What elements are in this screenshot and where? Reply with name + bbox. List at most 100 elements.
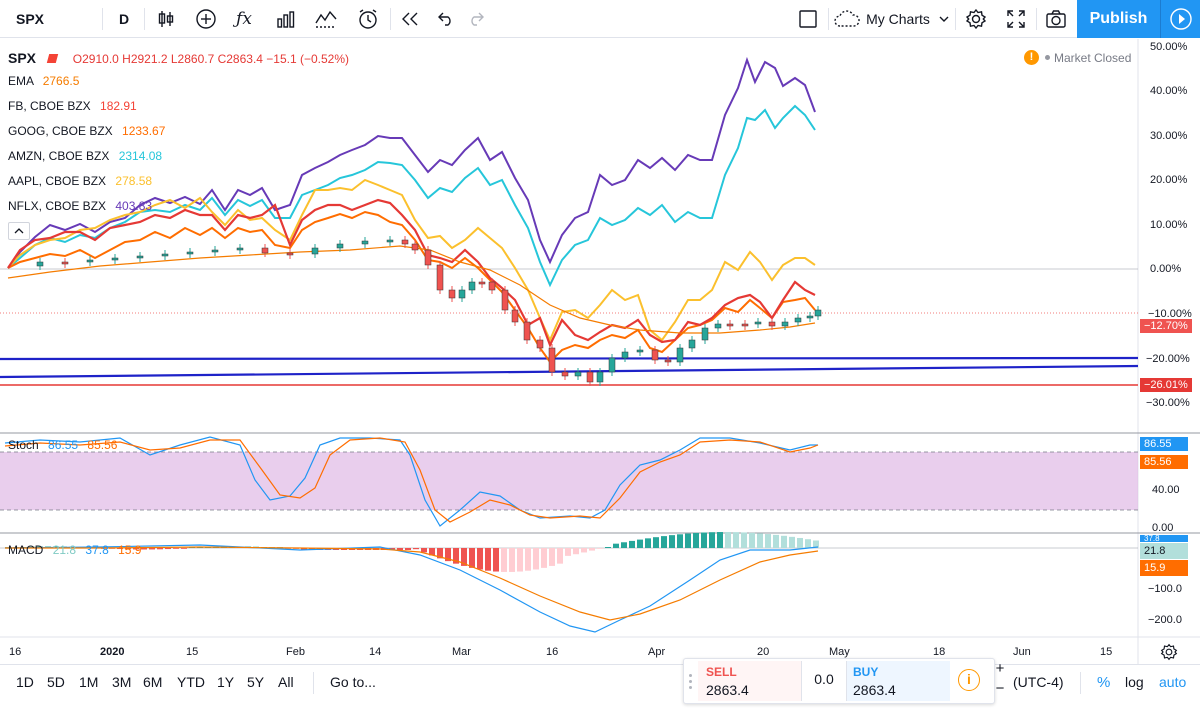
- chevron-up-icon: [14, 228, 24, 234]
- legend-amzn[interactable]: AMZN, CBOE BZX 2314.08: [8, 149, 162, 163]
- price-tick: 0.00%: [1150, 263, 1182, 275]
- my-charts-label: My Charts: [866, 11, 930, 27]
- legend-fb[interactable]: FB, CBOE BZX 182.91: [8, 99, 137, 113]
- range-1m[interactable]: 1M: [79, 674, 99, 690]
- candle: [286, 252, 294, 256]
- alert-icon[interactable]: [352, 0, 384, 38]
- my-charts-menu[interactable]: My Charts: [832, 0, 952, 38]
- flag-icon[interactable]: [46, 54, 59, 63]
- replay-icon[interactable]: [395, 0, 425, 38]
- info-icon[interactable]: i: [958, 669, 980, 691]
- percent-toggle[interactable]: %: [1097, 674, 1111, 691]
- macd-histogram-bar: [629, 540, 635, 548]
- current-price-badge: −12.70%: [1140, 319, 1192, 333]
- time-tick: Mar: [452, 646, 471, 658]
- candle: [478, 281, 486, 285]
- interval-button[interactable]: D: [110, 0, 138, 38]
- layout-icon[interactable]: [792, 0, 824, 38]
- range-1d[interactable]: 1D: [16, 674, 34, 690]
- candle: [161, 253, 169, 257]
- legend-aapl[interactable]: AAPL, CBOE BZX 278.58: [8, 174, 152, 188]
- time-tick: Feb: [286, 646, 305, 658]
- chevron-down-icon: [939, 16, 949, 22]
- buy-button[interactable]: BUY 2863.4: [846, 661, 950, 701]
- macd-histogram-bar: [525, 548, 531, 571]
- macd-histogram-bar: [453, 548, 459, 564]
- legend-goog[interactable]: GOOG, CBOE BZX 1233.67: [8, 124, 165, 138]
- symbol-label: SPX: [15, 11, 44, 27]
- stoch-k-badge: 86.55: [1140, 437, 1188, 451]
- legend-fb-value: 182.91: [100, 99, 137, 113]
- macd-histogram-bar: [493, 548, 499, 572]
- legend-amzn-value: 2314.08: [118, 149, 163, 163]
- settings-icon[interactable]: [960, 0, 992, 38]
- legend-macd-label: MACD: [8, 543, 44, 557]
- sell-button[interactable]: SELL 2863.4: [698, 661, 802, 701]
- time-tick: 16: [546, 646, 559, 658]
- time-tick: Jun: [1013, 646, 1031, 658]
- macd-histogram-bar: [749, 532, 755, 548]
- macd-histogram-bar: [149, 548, 155, 550]
- macd-histogram-bar: [437, 548, 443, 559]
- zoom-out-button[interactable]: −: [995, 680, 1005, 697]
- legend-nflx-label: NFLX, CBOE BZX: [8, 199, 107, 213]
- candle: [86, 259, 94, 263]
- macd-histogram-bar: [501, 548, 507, 572]
- range-5y[interactable]: 5Y: [247, 674, 265, 690]
- candle: [688, 339, 696, 349]
- publish-button[interactable]: Publish: [1077, 0, 1160, 38]
- fullscreen-icon[interactable]: [1000, 0, 1032, 38]
- candles-group: [36, 236, 822, 386]
- legend-goog-value: 1233.67: [122, 124, 166, 138]
- candle: [608, 357, 616, 373]
- chart-canvas[interactable]: [0, 0, 1200, 664]
- axis-settings-icon[interactable]: [1160, 643, 1178, 666]
- candle: [701, 327, 709, 341]
- fx-icon[interactable]: ƒx: [236, 9, 252, 29]
- candle: [336, 243, 344, 249]
- legend-macd[interactable]: MACD 21.8 37.8 15.9: [8, 543, 141, 557]
- range-ytd[interactable]: YTD: [177, 674, 205, 690]
- zoom-in-button[interactable]: +: [995, 660, 1005, 677]
- macd-histogram-bar: [589, 548, 595, 551]
- candle: [561, 371, 569, 377]
- trend-line-blue[interactable]: [0, 364, 1139, 379]
- camera-icon[interactable]: [1040, 0, 1072, 38]
- candle: [401, 239, 409, 245]
- range-5d[interactable]: 5D: [47, 674, 65, 690]
- publish-options-button[interactable]: [1160, 0, 1200, 38]
- macd-histogram-bar: [789, 536, 795, 548]
- fb-series-line: [7, 198, 816, 348]
- market-status[interactable]: ! Market Closed: [1024, 50, 1131, 65]
- range-all[interactable]: All: [278, 674, 294, 690]
- undo-icon[interactable]: [432, 0, 460, 38]
- candle: [448, 289, 456, 299]
- symbol-search[interactable]: SPX: [10, 0, 50, 38]
- macd-histogram-bar: [653, 537, 659, 548]
- timezone-button[interactable]: (UTC-4): [1013, 674, 1064, 690]
- legend-nflx[interactable]: NFLX, CBOE BZX 403.83: [8, 199, 152, 213]
- redo-icon[interactable]: [462, 0, 490, 38]
- candle: [311, 247, 319, 255]
- auto-toggle[interactable]: auto: [1159, 674, 1187, 690]
- candles-icon[interactable]: [150, 0, 182, 38]
- compare-icon[interactable]: [310, 0, 342, 38]
- candle: [726, 323, 734, 327]
- range-1y[interactable]: 1Y: [217, 674, 235, 690]
- drag-handle[interactable]: [684, 659, 696, 703]
- macd-histogram-bar: [621, 542, 627, 548]
- legend-stoch[interactable]: Stoch 86.55 85.56: [8, 438, 117, 452]
- add-indicator-icon[interactable]: [190, 0, 222, 38]
- range-6m[interactable]: 6M: [143, 674, 163, 690]
- goto-button[interactable]: Go to...: [330, 674, 376, 690]
- candle: [468, 281, 476, 291]
- legend-stoch-k: 86.55: [48, 438, 79, 452]
- collapse-legend-button[interactable]: [8, 222, 30, 240]
- range-3m[interactable]: 3M: [112, 674, 132, 690]
- legend-ema[interactable]: EMA 2766.5: [8, 74, 79, 88]
- macd-histogram-bar: [133, 548, 139, 550]
- log-toggle[interactable]: log: [1125, 674, 1144, 690]
- macd-histogram-bar: [485, 548, 491, 571]
- horizontal-line-blue[interactable]: [0, 356, 1139, 361]
- bar-chart-icon[interactable]: [270, 0, 302, 38]
